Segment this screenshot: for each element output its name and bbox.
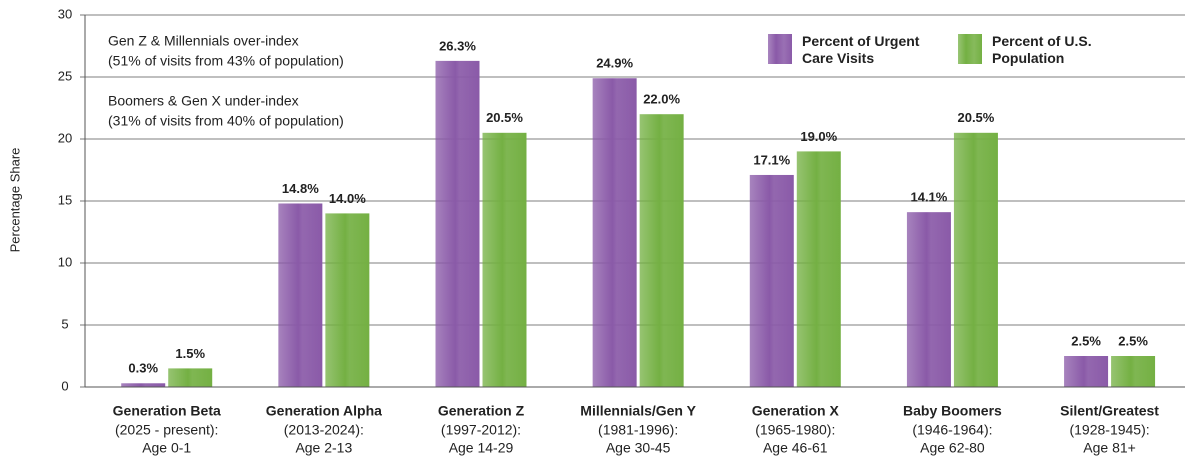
y-tick-label: 5	[61, 316, 68, 331]
category-years: (2013-2024):	[284, 422, 364, 438]
category-years: (1928-1945):	[1069, 422, 1149, 438]
value-label: 26.3%	[439, 38, 476, 53]
bar	[906, 212, 951, 387]
annotation-detail: (31% of visits from 40% of population)	[108, 113, 344, 129]
category-label: Baby Boomers	[903, 403, 1002, 419]
category-years: (1981-1996):	[598, 422, 678, 438]
category-age: Age 30-45	[606, 440, 671, 456]
bar	[796, 151, 841, 387]
value-label: 24.9%	[596, 56, 633, 71]
category-years: (1946-1964):	[912, 422, 992, 438]
bar	[592, 78, 637, 388]
value-label: 20.5%	[486, 110, 523, 125]
value-label: 1.5%	[175, 346, 205, 361]
legend-label: Percent of U.S. Population	[992, 33, 1092, 66]
legend-swatch	[958, 34, 982, 64]
category-label: Generation Beta	[113, 403, 221, 419]
y-tick-label: 20	[58, 130, 72, 145]
y-axis-label: Percentage Share	[7, 148, 22, 253]
category-years: (1997-2012):	[441, 422, 521, 438]
bar	[1064, 356, 1109, 387]
bar	[278, 203, 323, 387]
value-label: 14.1%	[910, 190, 947, 205]
bar	[435, 60, 480, 387]
category-label: Millennials/Gen Y	[580, 403, 696, 419]
legend-label: Percent of Urgent Care Visits	[802, 33, 920, 66]
bar	[1111, 356, 1156, 387]
y-tick-label: 0	[61, 378, 68, 393]
category-label: Generation X	[752, 403, 840, 419]
y-tick-label: 10	[58, 254, 72, 269]
bar	[121, 383, 166, 387]
legend-swatch	[768, 34, 792, 64]
value-label: 14.8%	[282, 181, 319, 196]
category-years: (2025 - present):	[115, 422, 219, 438]
value-label: 17.1%	[753, 152, 790, 167]
bar	[953, 132, 998, 387]
y-tick-label: 30	[58, 6, 72, 21]
category-age: Age 62-80	[920, 440, 985, 456]
category-age: Age 81+	[1083, 440, 1136, 456]
category-years: (1965-1980):	[755, 422, 835, 438]
y-tick-label: 25	[58, 68, 72, 83]
value-label: 2.5%	[1071, 333, 1101, 348]
y-tick-label: 15	[58, 192, 72, 207]
category-label: Silent/Greatest	[1060, 403, 1159, 419]
category-label: Generation Alpha	[266, 403, 382, 419]
value-label: 0.3%	[128, 361, 158, 376]
bar	[168, 368, 213, 387]
value-label: 20.5%	[957, 110, 994, 125]
bar	[749, 174, 794, 387]
category-age: Age 46-61	[763, 440, 828, 456]
value-label: 19.0%	[800, 129, 837, 144]
value-label: 2.5%	[1118, 333, 1148, 348]
category-age: Age 14-29	[449, 440, 514, 456]
bar	[639, 114, 684, 387]
category-age: Age 2-13	[295, 440, 352, 456]
bar	[482, 132, 527, 387]
category-label: Generation Z	[438, 403, 525, 419]
annotation: Boomers & Gen X under-index	[108, 93, 299, 109]
annotation-detail: (51% of visits from 43% of population)	[108, 53, 344, 69]
value-label: 14.0%	[329, 191, 366, 206]
value-label: 22.0%	[643, 92, 680, 107]
annotation: Gen Z & Millennials over-index	[108, 33, 299, 49]
bar	[325, 213, 370, 387]
category-age: Age 0-1	[142, 440, 191, 456]
